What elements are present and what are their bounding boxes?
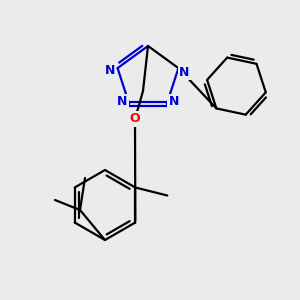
Text: O: O xyxy=(130,112,140,125)
Text: N: N xyxy=(104,64,115,76)
Text: N: N xyxy=(179,66,190,79)
Text: N: N xyxy=(169,95,179,108)
Text: N: N xyxy=(117,95,128,108)
